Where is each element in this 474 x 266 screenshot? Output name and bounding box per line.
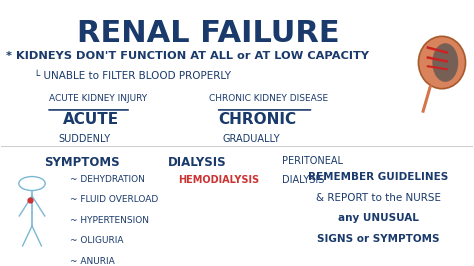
Ellipse shape: [419, 36, 465, 89]
Text: HEMODIALYSIS: HEMODIALYSIS: [178, 175, 259, 185]
Text: ACUTE KIDNEY INJURY: ACUTE KIDNEY INJURY: [48, 94, 146, 103]
Text: SIGNS or SYMPTOMS: SIGNS or SYMPTOMS: [317, 234, 439, 244]
Text: ACUTE: ACUTE: [63, 113, 119, 127]
Text: SYMPTOMS: SYMPTOMS: [44, 156, 119, 169]
Ellipse shape: [432, 43, 458, 82]
Text: * KIDNEYS DON'T FUNCTION AT ALL or AT LOW CAPACITY: * KIDNEYS DON'T FUNCTION AT ALL or AT LO…: [6, 51, 369, 61]
Text: PERITONEAL: PERITONEAL: [282, 156, 343, 166]
Text: CHRONIC KIDNEY DISEASE: CHRONIC KIDNEY DISEASE: [209, 94, 328, 103]
Text: ~ OLIGURIA: ~ OLIGURIA: [70, 236, 123, 245]
Text: DIALYSIS: DIALYSIS: [168, 156, 226, 169]
Text: ~ HYPERTENSION: ~ HYPERTENSION: [70, 216, 149, 225]
Text: ~ DEHYDRATION: ~ DEHYDRATION: [70, 175, 145, 184]
Text: & REPORT to the NURSE: & REPORT to the NURSE: [316, 193, 441, 203]
Text: REMEMBER GUIDELINES: REMEMBER GUIDELINES: [308, 172, 448, 182]
Text: SUDDENLY: SUDDENLY: [58, 134, 110, 144]
Text: DIALYSIS: DIALYSIS: [282, 175, 324, 185]
Text: ~ ANURIA: ~ ANURIA: [70, 257, 114, 266]
Text: any UNUSUAL: any UNUSUAL: [338, 213, 419, 223]
Text: CHRONIC: CHRONIC: [218, 113, 296, 127]
Text: └ UNABLE to FILTER BLOOD PROPERLY: └ UNABLE to FILTER BLOOD PROPERLY: [35, 71, 231, 81]
Text: GRADUALLY: GRADUALLY: [223, 134, 281, 144]
Text: ~ FLUID OVERLOAD: ~ FLUID OVERLOAD: [70, 195, 158, 204]
Text: RENAL FAILURE: RENAL FAILURE: [77, 19, 340, 48]
